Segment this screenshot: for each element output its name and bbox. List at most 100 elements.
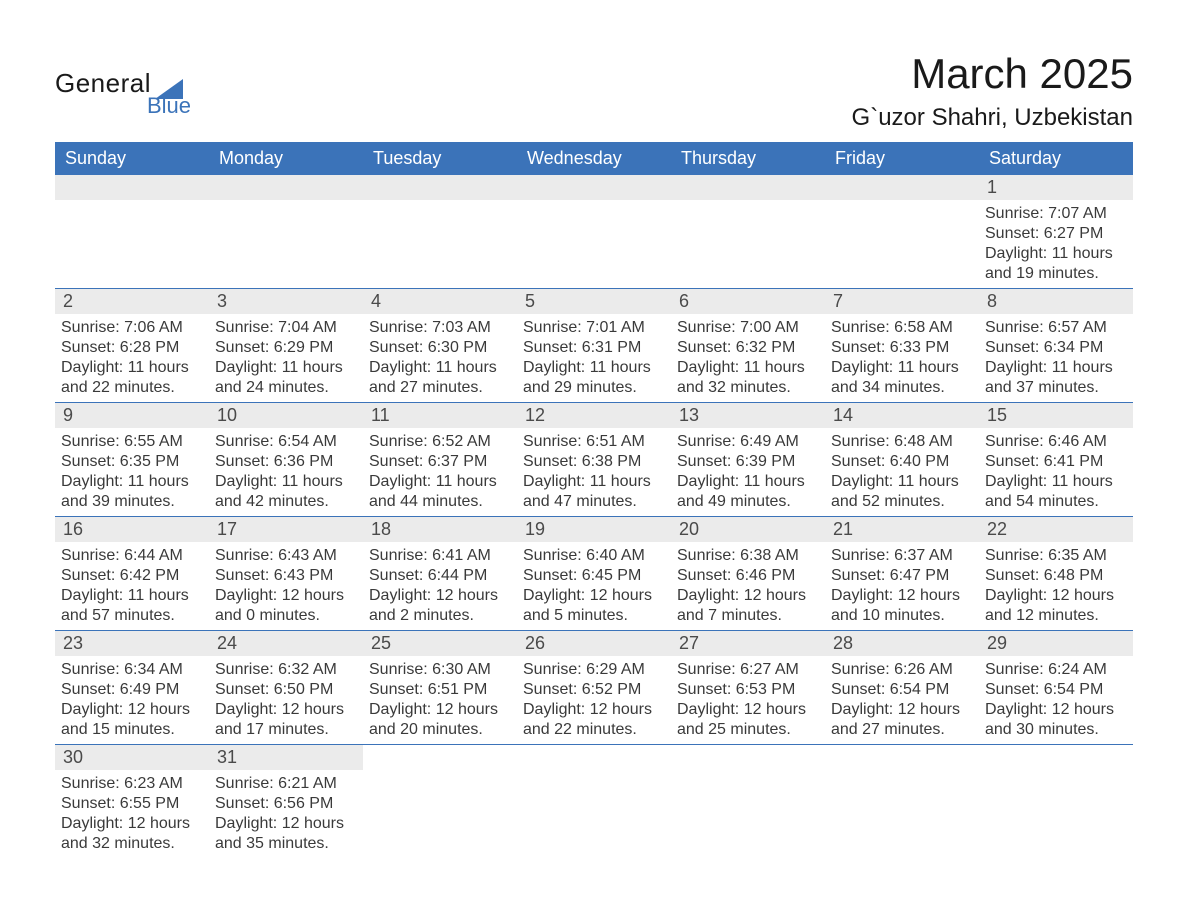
daylight-text: Daylight: 12 hours and 20 minutes. bbox=[369, 700, 511, 740]
day-cell: 10Sunrise: 6:54 AMSunset: 6:36 PMDayligh… bbox=[209, 403, 363, 517]
day-number: 28 bbox=[825, 631, 979, 656]
day-number: 1 bbox=[979, 175, 1133, 200]
daylight-text: Daylight: 12 hours and 5 minutes. bbox=[523, 586, 665, 626]
sunset-text: Sunset: 6:54 PM bbox=[985, 680, 1127, 700]
sunset-text: Sunset: 6:53 PM bbox=[677, 680, 819, 700]
week-row: 30Sunrise: 6:23 AMSunset: 6:55 PMDayligh… bbox=[55, 745, 1133, 858]
sunset-text: Sunset: 6:40 PM bbox=[831, 452, 973, 472]
day-number: 19 bbox=[517, 517, 671, 542]
sunrise-text: Sunrise: 6:30 AM bbox=[369, 660, 511, 680]
day-number: 30 bbox=[55, 745, 209, 770]
day-number: 23 bbox=[55, 631, 209, 656]
daylight-text: Daylight: 12 hours and 2 minutes. bbox=[369, 586, 511, 626]
day-number: 11 bbox=[363, 403, 517, 428]
day-body: Sunrise: 6:35 AMSunset: 6:48 PMDaylight:… bbox=[979, 542, 1133, 626]
day-body: Sunrise: 6:54 AMSunset: 6:36 PMDaylight:… bbox=[209, 428, 363, 512]
title-block: March 2025 G`uzor Shahri, Uzbekistan bbox=[852, 50, 1133, 132]
day-body: Sunrise: 6:27 AMSunset: 6:53 PMDaylight:… bbox=[671, 656, 825, 740]
daylight-text: Daylight: 11 hours and 47 minutes. bbox=[523, 472, 665, 512]
day-cell: 5Sunrise: 7:01 AMSunset: 6:31 PMDaylight… bbox=[517, 289, 671, 403]
sunrise-text: Sunrise: 7:01 AM bbox=[523, 318, 665, 338]
day-number: 6 bbox=[671, 289, 825, 314]
day-body: Sunrise: 6:43 AMSunset: 6:43 PMDaylight:… bbox=[209, 542, 363, 626]
sunrise-text: Sunrise: 6:41 AM bbox=[369, 546, 511, 566]
day-cell: 14Sunrise: 6:48 AMSunset: 6:40 PMDayligh… bbox=[825, 403, 979, 517]
day-body: Sunrise: 6:26 AMSunset: 6:54 PMDaylight:… bbox=[825, 656, 979, 740]
day-number: 15 bbox=[979, 403, 1133, 428]
day-cell: 30Sunrise: 6:23 AMSunset: 6:55 PMDayligh… bbox=[55, 745, 209, 858]
day-cell bbox=[671, 745, 825, 858]
month-title: March 2025 bbox=[852, 50, 1133, 98]
day-number: 20 bbox=[671, 517, 825, 542]
sunset-text: Sunset: 6:36 PM bbox=[215, 452, 357, 472]
day-cell bbox=[517, 745, 671, 858]
sunrise-text: Sunrise: 6:57 AM bbox=[985, 318, 1127, 338]
day-number bbox=[363, 175, 517, 200]
logo: General Blue bbox=[55, 50, 191, 119]
day-cell: 4Sunrise: 7:03 AMSunset: 6:30 PMDaylight… bbox=[363, 289, 517, 403]
day-body: Sunrise: 6:51 AMSunset: 6:38 PMDaylight:… bbox=[517, 428, 671, 512]
day-body: Sunrise: 7:00 AMSunset: 6:32 PMDaylight:… bbox=[671, 314, 825, 398]
sunrise-text: Sunrise: 7:04 AM bbox=[215, 318, 357, 338]
sunrise-text: Sunrise: 7:03 AM bbox=[369, 318, 511, 338]
daylight-text: Daylight: 12 hours and 12 minutes. bbox=[985, 586, 1127, 626]
sunrise-text: Sunrise: 6:32 AM bbox=[215, 660, 357, 680]
logo-text-blue: Blue bbox=[147, 93, 191, 119]
weekday-header: Sunday bbox=[55, 142, 209, 175]
sunrise-text: Sunrise: 6:43 AM bbox=[215, 546, 357, 566]
sunrise-text: Sunrise: 6:55 AM bbox=[61, 432, 203, 452]
day-number: 24 bbox=[209, 631, 363, 656]
location: G`uzor Shahri, Uzbekistan bbox=[852, 104, 1133, 132]
sunrise-text: Sunrise: 6:24 AM bbox=[985, 660, 1127, 680]
day-body: Sunrise: 7:06 AMSunset: 6:28 PMDaylight:… bbox=[55, 314, 209, 398]
sunrise-text: Sunrise: 6:58 AM bbox=[831, 318, 973, 338]
day-body: Sunrise: 6:57 AMSunset: 6:34 PMDaylight:… bbox=[979, 314, 1133, 398]
sunset-text: Sunset: 6:42 PM bbox=[61, 566, 203, 586]
sunset-text: Sunset: 6:39 PM bbox=[677, 452, 819, 472]
day-body: Sunrise: 6:32 AMSunset: 6:50 PMDaylight:… bbox=[209, 656, 363, 740]
daylight-text: Daylight: 12 hours and 32 minutes. bbox=[61, 814, 203, 854]
day-cell: 22Sunrise: 6:35 AMSunset: 6:48 PMDayligh… bbox=[979, 517, 1133, 631]
day-cell: 19Sunrise: 6:40 AMSunset: 6:45 PMDayligh… bbox=[517, 517, 671, 631]
sunset-text: Sunset: 6:31 PM bbox=[523, 338, 665, 358]
day-body: Sunrise: 6:46 AMSunset: 6:41 PMDaylight:… bbox=[979, 428, 1133, 512]
day-number: 18 bbox=[363, 517, 517, 542]
day-cell: 7Sunrise: 6:58 AMSunset: 6:33 PMDaylight… bbox=[825, 289, 979, 403]
day-number: 13 bbox=[671, 403, 825, 428]
daylight-text: Daylight: 11 hours and 32 minutes. bbox=[677, 358, 819, 398]
day-number: 5 bbox=[517, 289, 671, 314]
daylight-text: Daylight: 12 hours and 15 minutes. bbox=[61, 700, 203, 740]
day-number: 7 bbox=[825, 289, 979, 314]
daylight-text: Daylight: 11 hours and 57 minutes. bbox=[61, 586, 203, 626]
daylight-text: Daylight: 12 hours and 27 minutes. bbox=[831, 700, 973, 740]
weekday-header: Tuesday bbox=[363, 142, 517, 175]
day-number: 8 bbox=[979, 289, 1133, 314]
sunset-text: Sunset: 6:27 PM bbox=[985, 224, 1127, 244]
sunrise-text: Sunrise: 6:23 AM bbox=[61, 774, 203, 794]
daylight-text: Daylight: 11 hours and 54 minutes. bbox=[985, 472, 1127, 512]
day-body: Sunrise: 6:37 AMSunset: 6:47 PMDaylight:… bbox=[825, 542, 979, 626]
day-number: 16 bbox=[55, 517, 209, 542]
sunrise-text: Sunrise: 7:07 AM bbox=[985, 204, 1127, 224]
day-number: 10 bbox=[209, 403, 363, 428]
day-body: Sunrise: 6:29 AMSunset: 6:52 PMDaylight:… bbox=[517, 656, 671, 740]
day-cell: 21Sunrise: 6:37 AMSunset: 6:47 PMDayligh… bbox=[825, 517, 979, 631]
day-number: 29 bbox=[979, 631, 1133, 656]
daylight-text: Daylight: 11 hours and 52 minutes. bbox=[831, 472, 973, 512]
sunrise-text: Sunrise: 6:29 AM bbox=[523, 660, 665, 680]
sunrise-text: Sunrise: 6:49 AM bbox=[677, 432, 819, 452]
day-cell: 29Sunrise: 6:24 AMSunset: 6:54 PMDayligh… bbox=[979, 631, 1133, 745]
day-cell bbox=[363, 175, 517, 289]
sunset-text: Sunset: 6:54 PM bbox=[831, 680, 973, 700]
sunrise-text: Sunrise: 6:51 AM bbox=[523, 432, 665, 452]
sunset-text: Sunset: 6:33 PM bbox=[831, 338, 973, 358]
daylight-text: Daylight: 11 hours and 24 minutes. bbox=[215, 358, 357, 398]
day-cell: 15Sunrise: 6:46 AMSunset: 6:41 PMDayligh… bbox=[979, 403, 1133, 517]
day-cell bbox=[671, 175, 825, 289]
sunset-text: Sunset: 6:43 PM bbox=[215, 566, 357, 586]
day-number: 2 bbox=[55, 289, 209, 314]
day-cell: 31Sunrise: 6:21 AMSunset: 6:56 PMDayligh… bbox=[209, 745, 363, 858]
sunset-text: Sunset: 6:51 PM bbox=[369, 680, 511, 700]
day-number: 4 bbox=[363, 289, 517, 314]
daylight-text: Daylight: 11 hours and 22 minutes. bbox=[61, 358, 203, 398]
